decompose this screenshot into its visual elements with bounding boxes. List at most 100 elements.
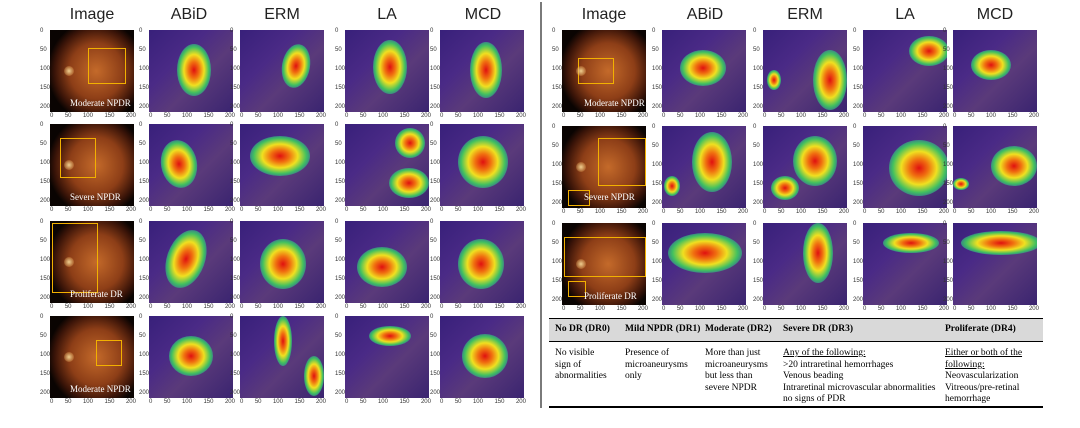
x-tick: 50 (967, 113, 975, 119)
x-tick: 150 (294, 207, 305, 213)
x-tick: 50 (877, 306, 885, 312)
y-tick: 150 (430, 276, 441, 282)
x-axis-ticks: 0 50 100 150 200 (863, 113, 949, 119)
x-tick: 150 (104, 113, 115, 119)
y-tick: 200 (230, 198, 241, 204)
x-tick: 150 (917, 113, 928, 119)
left-row1-erm-panel (240, 30, 324, 112)
y-tick: 0 (552, 124, 556, 130)
grade-label: Moderate NPDR (70, 98, 131, 108)
y-tick: 100 (652, 162, 663, 168)
x-tick: 100 (377, 399, 388, 405)
y-tick: 50 (40, 238, 47, 244)
x-tick: 150 (494, 113, 505, 119)
y-tick: 50 (552, 143, 559, 149)
x-axis-ticks: 0 50 100 150 200 (562, 113, 648, 119)
x-tick: 50 (359, 399, 367, 405)
y-tick: 100 (430, 352, 441, 358)
left-row4-la-panel (345, 316, 429, 398)
y-tick: 150 (230, 179, 241, 185)
x-tick: 50 (454, 399, 462, 405)
x-tick: 150 (399, 207, 410, 213)
y-axis-ticks: 0 50 100 150 200 (40, 28, 50, 110)
grade-label: Moderate NPDR (70, 384, 131, 394)
y-tick: 150 (335, 276, 346, 282)
y-tick: 50 (853, 47, 860, 53)
y-tick: 150 (753, 181, 764, 187)
x-axis-ticks: 0 50 100 150 200 (562, 306, 648, 312)
right-row1-image-panel: Moderate NPDR (562, 30, 646, 112)
x-tick: 200 (125, 207, 136, 213)
x-tick: 200 (224, 399, 235, 405)
x-tick: 50 (359, 113, 367, 119)
dr-grade-table: No DR (DR0) Mild NPDR (DR1) Moderate (DR… (549, 318, 1043, 408)
x-tick: 200 (838, 306, 849, 312)
x-tick: 100 (82, 399, 93, 405)
col-dr2: Moderate (DR2) (705, 324, 772, 334)
x-tick: 200 (224, 113, 235, 119)
left-header-image: Image (69, 6, 115, 23)
y-tick: 0 (943, 28, 947, 34)
x-tick: 0 (50, 399, 54, 405)
x-tick: 100 (272, 399, 283, 405)
heatmap-hotspot (458, 136, 508, 188)
x-tick: 100 (181, 207, 192, 213)
y-tick: 100 (40, 257, 51, 263)
y-tick: 0 (552, 28, 556, 34)
y-axis-ticks: 0 50 100 150 200 (335, 219, 345, 301)
y-tick: 0 (753, 221, 757, 227)
y-tick: 0 (943, 124, 947, 130)
grade-label: Severe NPDR (70, 192, 121, 202)
y-tick: 50 (943, 240, 950, 246)
grade-label: Moderate NPDR (584, 98, 645, 108)
y-tick: 50 (652, 240, 659, 246)
y-tick: 0 (335, 219, 339, 225)
heatmap-hotspot (883, 233, 939, 253)
x-tick: 100 (594, 306, 605, 312)
cell-dr1: Presence of microaneurysms only (625, 348, 688, 381)
x-tick: 0 (50, 113, 54, 119)
x-tick: 0 (562, 113, 566, 119)
y-tick: 150 (139, 371, 150, 377)
x-tick: 50 (163, 113, 171, 119)
x-axis-ticks: 0 50 100 150 200 (149, 304, 235, 310)
y-axis-ticks: 0 50 100 150 200 (853, 28, 863, 110)
x-tick: 200 (637, 306, 648, 312)
x-tick: 100 (895, 209, 906, 215)
x-tick: 100 (985, 306, 996, 312)
y-tick: 100 (139, 160, 150, 166)
heatmap-hotspot (668, 233, 742, 273)
x-tick: 200 (515, 304, 526, 310)
y-axis-ticks: 0 50 100 150 200 (652, 221, 662, 303)
y-tick: 150 (853, 85, 864, 91)
col-dr3: Severe DR (DR3) (783, 324, 853, 334)
x-tick: 200 (420, 207, 431, 213)
x-tick: 50 (454, 113, 462, 119)
x-tick: 200 (1028, 113, 1039, 119)
heatmap-hotspot (157, 137, 201, 191)
x-tick: 150 (203, 304, 214, 310)
left-row3-la-panel (345, 221, 429, 303)
y-tick: 0 (139, 219, 143, 225)
x-axis-ticks: 0 50 100 150 200 (562, 209, 648, 215)
x-tick: 150 (1007, 113, 1018, 119)
x-axis-ticks: 0 50 100 150 200 (345, 304, 431, 310)
x-tick: 50 (163, 399, 171, 405)
y-tick: 50 (230, 238, 237, 244)
heatmap-hotspot (260, 239, 306, 289)
right-header-la: LA (895, 6, 915, 23)
x-tick: 200 (637, 113, 648, 119)
x-tick: 50 (64, 207, 72, 213)
x-tick: 50 (64, 113, 72, 119)
left-row3-abid-panel (149, 221, 233, 303)
y-tick: 100 (230, 160, 241, 166)
x-tick: 0 (863, 306, 867, 312)
y-tick: 0 (40, 122, 44, 128)
x-tick: 50 (163, 207, 171, 213)
heatmap-hotspot (369, 326, 411, 346)
y-tick: 0 (335, 314, 339, 320)
x-tick: 150 (616, 306, 627, 312)
x-tick: 0 (240, 399, 244, 405)
y-tick: 200 (335, 390, 346, 396)
heatmap-hotspot (767, 70, 781, 90)
